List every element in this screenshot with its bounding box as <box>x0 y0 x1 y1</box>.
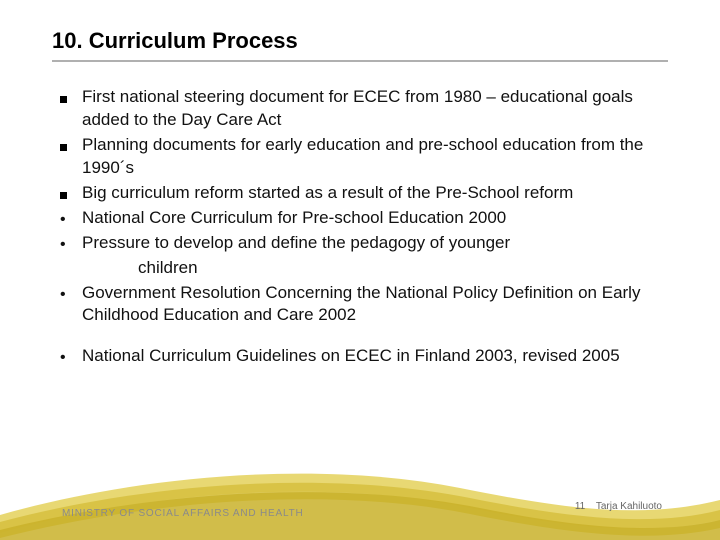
bullet-dot-icon <box>60 232 82 254</box>
bullet-square-icon <box>60 134 82 156</box>
list-item: Government Resolution Concerning the Nat… <box>60 282 668 328</box>
list-item: Big curriculum reform started as a resul… <box>60 182 668 205</box>
list-gap <box>52 329 668 345</box>
bullet-list-2: National Curriculum Guidelines on ECEC i… <box>60 345 668 368</box>
bullet-list: First national steering document for ECE… <box>60 86 668 327</box>
author-name: Tarja Kahiluoto <box>596 501 662 512</box>
bullet-spacer <box>60 257 82 260</box>
bullet-text: children <box>82 257 668 280</box>
bullet-text: National Core Curriculum for Pre-school … <box>82 207 668 230</box>
page-number: 11 <box>575 501 585 512</box>
bullet-text: First national steering document for ECE… <box>82 86 668 132</box>
list-item: First national steering document for ECE… <box>60 86 668 132</box>
bullet-text: Planning documents for early education a… <box>82 134 668 180</box>
slide-title: 10. Curriculum Process <box>52 28 668 54</box>
bullet-dot-icon <box>60 282 82 304</box>
slide: 10. Curriculum Process First national st… <box>0 0 720 540</box>
bullet-dot-icon <box>60 207 82 229</box>
bullet-text: Big curriculum reform started as a resul… <box>82 182 668 205</box>
list-item: Pressure to develop and define the pedag… <box>60 232 668 255</box>
list-item: National Core Curriculum for Pre-school … <box>60 207 668 230</box>
title-underline <box>52 60 668 62</box>
list-item: National Curriculum Guidelines on ECEC i… <box>60 345 668 368</box>
bullet-square-icon <box>60 86 82 108</box>
list-item: Planning documents for early education a… <box>60 134 668 180</box>
bullet-text: Government Resolution Concerning the Nat… <box>82 282 668 328</box>
swoosh-graphic <box>0 420 720 540</box>
bullet-square-icon <box>60 182 82 204</box>
list-item-continuation: children <box>60 257 668 280</box>
ministry-label: MINISTRY OF SOCIAL AFFAIRS AND HEALTH <box>62 508 304 519</box>
bullet-text: National Curriculum Guidelines on ECEC i… <box>82 345 668 368</box>
footer-right: 11 Tarja Kahiluoto <box>575 501 662 512</box>
bullet-dot-icon <box>60 345 82 367</box>
bullet-text: Pressure to develop and define the pedag… <box>82 232 668 255</box>
